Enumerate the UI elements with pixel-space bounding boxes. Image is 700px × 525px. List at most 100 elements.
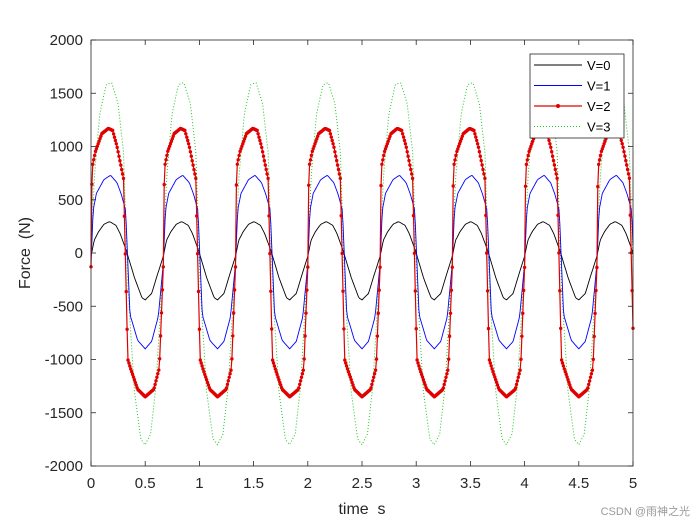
- data-point: [560, 361, 565, 365]
- data-point: [594, 288, 598, 293]
- data-point: [267, 214, 271, 218]
- data-point: [336, 167, 341, 172]
- data-point: [203, 372, 207, 377]
- data-point: [564, 372, 568, 376]
- data-point: [243, 134, 248, 138]
- data-point: [132, 378, 137, 382]
- data-point: [554, 172, 558, 176]
- data-point: [200, 364, 204, 368]
- data-point: [233, 265, 238, 269]
- data-point: [490, 367, 494, 371]
- data-point: [235, 162, 239, 166]
- data-point: [486, 326, 491, 331]
- data-point: [553, 167, 557, 172]
- data-point: [118, 159, 122, 163]
- y-tick-label: -2000: [45, 458, 83, 475]
- data-point: [335, 163, 340, 167]
- data-point: [349, 378, 353, 382]
- data-point: [485, 289, 490, 293]
- data-point: [472, 128, 476, 133]
- data-point: [201, 367, 205, 371]
- series-V=2: [89, 126, 635, 399]
- data-point: [270, 358, 275, 362]
- data-point: [274, 370, 278, 374]
- data-point: [206, 383, 211, 387]
- data-point: [547, 138, 551, 143]
- data-point: [402, 138, 407, 143]
- data-point: [306, 265, 310, 269]
- data-point: [491, 370, 495, 374]
- data-point: [453, 158, 457, 162]
- data-point: [518, 368, 522, 372]
- data-point: [482, 172, 486, 176]
- data-point: [272, 364, 277, 368]
- data-point: [259, 142, 263, 146]
- data-point: [155, 375, 159, 379]
- data-point: [591, 357, 595, 362]
- data-point: [328, 132, 333, 136]
- x-tick-label: 5: [629, 475, 637, 492]
- x-tick-label: 4: [520, 475, 528, 492]
- data-point: [372, 375, 376, 379]
- data-point: [329, 135, 333, 139]
- data-point: [298, 382, 302, 387]
- data-point: [260, 145, 264, 150]
- data-point: [119, 163, 123, 167]
- data-point: [113, 138, 118, 143]
- data-point: [345, 367, 350, 371]
- data-point: [370, 382, 374, 387]
- data-point: [194, 176, 198, 181]
- data-point: [565, 375, 569, 379]
- data-point: [112, 135, 117, 139]
- data-point: [558, 289, 562, 293]
- data-point: [515, 379, 520, 383]
- data-point: [418, 367, 422, 371]
- y-tick-label: 0: [75, 245, 83, 262]
- data-point: [586, 386, 590, 390]
- data-point: [91, 162, 95, 166]
- data-point: [451, 184, 455, 188]
- data-point: [162, 182, 166, 187]
- data-point: [158, 334, 163, 338]
- data-point: [197, 327, 202, 331]
- data-point: [562, 367, 566, 371]
- data-point: [422, 380, 426, 385]
- data-point: [124, 289, 128, 294]
- data-point: [114, 142, 119, 146]
- data-point: [382, 153, 386, 158]
- data-point: [377, 288, 381, 292]
- data-point: [478, 154, 482, 158]
- data-point: [625, 167, 630, 172]
- data-point: [226, 379, 230, 383]
- data-point: [619, 138, 623, 143]
- data-point: [454, 153, 458, 158]
- data-point: [371, 379, 375, 383]
- data-point: [304, 311, 308, 315]
- data-point: [225, 382, 230, 387]
- data-point: [202, 370, 206, 374]
- data-point: [130, 370, 134, 374]
- data-point: [477, 150, 482, 154]
- data-point: [480, 163, 484, 167]
- data-point: [125, 327, 129, 331]
- data-point: [159, 311, 164, 315]
- data-point: [420, 375, 425, 379]
- data-point: [122, 214, 127, 218]
- data-point: [493, 375, 497, 379]
- data-point: [335, 158, 339, 163]
- data-point: [117, 154, 121, 158]
- data-point: [529, 144, 533, 149]
- data-point: [158, 357, 162, 361]
- data-point: [185, 135, 189, 139]
- data-point: [476, 145, 481, 149]
- x-tick-label: 0.5: [135, 475, 156, 492]
- data-point: [474, 135, 478, 139]
- data-point: [170, 137, 174, 141]
- data-point: [403, 142, 408, 146]
- data-point: [205, 380, 210, 385]
- data-point: [127, 361, 131, 365]
- legend-label: V=0: [587, 58, 611, 73]
- data-point: [265, 172, 269, 176]
- data-point: [405, 150, 409, 154]
